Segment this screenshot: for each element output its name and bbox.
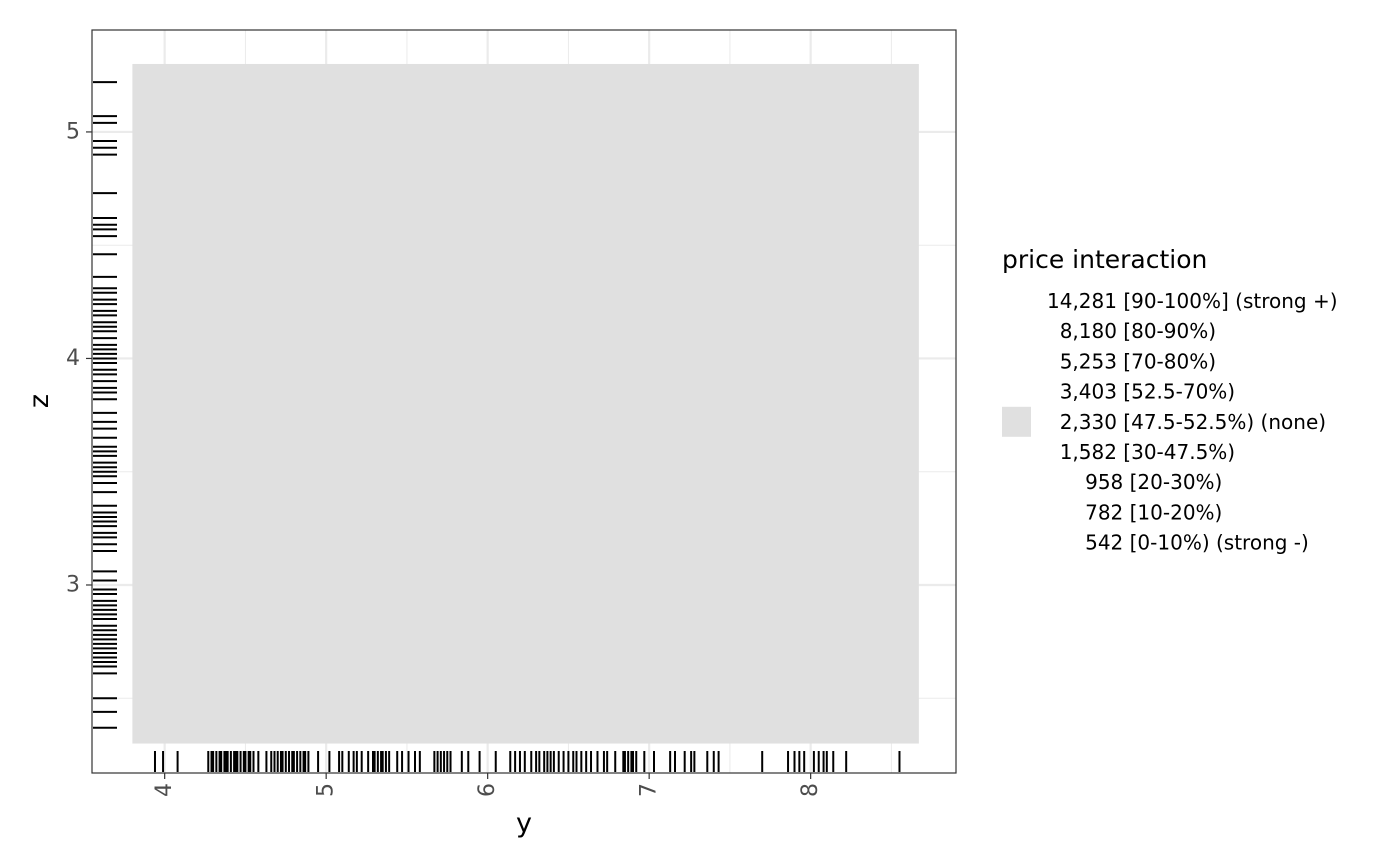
x-tick-label-4: 8 (798, 783, 823, 797)
legend-label-8: 542 [0-10%) (strong -) (1085, 531, 1309, 555)
x-tick-label-1: 5 (314, 783, 339, 797)
y-axis-ticks: 3 4 5 (66, 119, 92, 597)
legend-label-6: 958 [20-30%) (1085, 470, 1222, 494)
y-axis-title: z (24, 394, 55, 408)
rug-x (153, 751, 901, 772)
legend-label-0: 14,281 [90-100%] (strong +) (1047, 289, 1338, 313)
x-axis-title: y (516, 808, 532, 839)
rug-y (93, 81, 117, 729)
legend-key-4 (1002, 406, 1031, 437)
x-axis-ticks: 4 5 6 7 8 (152, 773, 823, 797)
legend-label-5: 1,582 [30-47.5%) (1060, 440, 1235, 464)
panel-border (91, 29, 957, 774)
legend-label-3: 3,403 [52.5-70%) (1060, 380, 1235, 404)
y-tick-label-0: 3 (66, 572, 80, 597)
legend-label-2: 5,253 [70-80%) (1060, 349, 1216, 373)
x-tick-label-2: 6 (475, 783, 500, 797)
x-tick-label-0: 4 (152, 783, 177, 797)
heatmap-tile (132, 63, 919, 744)
legend-label-7: 782 [10-20%) (1085, 500, 1222, 524)
y-tick-label-2: 5 (66, 119, 80, 144)
legend-title: price interaction (1002, 245, 1207, 274)
heatmap-tiles (132, 63, 919, 744)
y-tick-label-1: 4 (66, 346, 80, 371)
legend-label-1: 8,180 [80-90%) (1060, 319, 1216, 343)
legend-label-4: 2,330 [47.5-52.5%) (none) (1060, 410, 1326, 434)
x-tick-label-3: 7 (637, 783, 662, 797)
legend: 14,281 [90-100%] (strong +) 8,180 [80-90%… (1002, 289, 1338, 555)
